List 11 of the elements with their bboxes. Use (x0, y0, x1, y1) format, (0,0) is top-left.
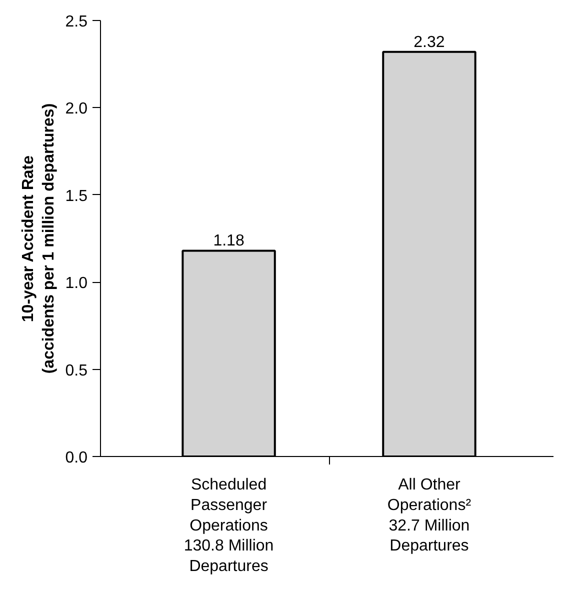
y-tick-label: 1.5 (65, 188, 88, 205)
y-tick-label: 2.5 (65, 14, 88, 30)
data-label: 1.18 (213, 232, 244, 250)
y-tick-label: 0.0 (65, 450, 88, 466)
y-tick-label: 1.0 (65, 275, 88, 292)
x-tick-label: Scheduled Passenger Operations 130.8 Million Departures (184, 476, 274, 576)
y-tick-label: 2.0 (65, 100, 88, 118)
y-tick-label: 0.5 (65, 362, 88, 380)
x-tick-label: All Other Operations² 32.7 Million Departures (387, 476, 472, 555)
data-label: 2.32 (414, 34, 445, 51)
y-axis-title: 10-year Accident Rate (accidents per 1 million departures) (20, 103, 58, 374)
